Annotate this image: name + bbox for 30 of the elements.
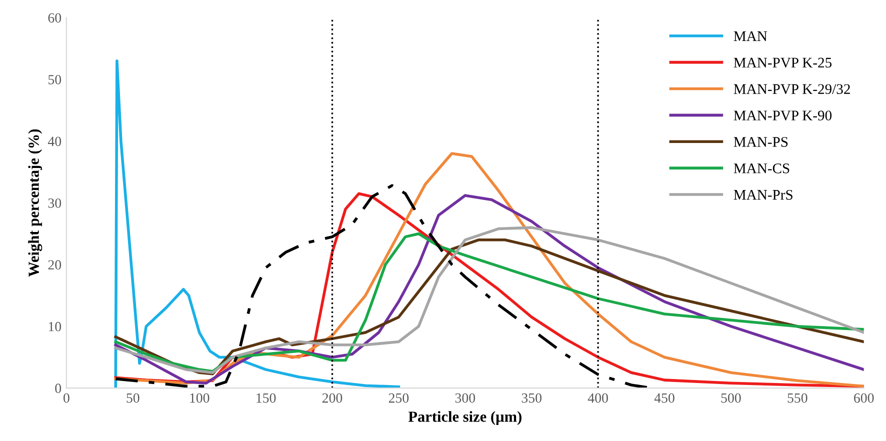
x-tick-label: 0 bbox=[64, 393, 70, 403]
line-series bbox=[114, 59, 400, 388]
x-tick-label: 500 bbox=[721, 393, 741, 403]
legend-label: MAN-PVP K-90 bbox=[734, 110, 832, 121]
y-tick-label: 10 bbox=[48, 322, 62, 332]
x-tick-label: 300 bbox=[455, 393, 476, 403]
y-tick-label: 20 bbox=[48, 260, 62, 270]
x-tick-label: 550 bbox=[788, 393, 808, 403]
x-tick-label: 250 bbox=[388, 393, 409, 403]
x-tick-label: 350 bbox=[522, 393, 542, 403]
y-tick-label: 0 bbox=[55, 384, 62, 394]
y-tick-label: 60 bbox=[48, 13, 62, 23]
x-tick-label: 150 bbox=[256, 393, 276, 403]
legend-label: MAN-PVP K-25 bbox=[734, 58, 832, 68]
legend-label: MAN-PVP K-29/32 bbox=[734, 84, 850, 94]
y-tick-label: 40 bbox=[48, 136, 62, 146]
x-tick-label: 100 bbox=[190, 393, 210, 403]
legend-label: MAN-PrS bbox=[734, 190, 792, 200]
y-tick-label: 30 bbox=[48, 198, 62, 208]
legend-label: MAN bbox=[734, 31, 768, 41]
y-axis-title: Weight percentaje (%) bbox=[28, 129, 42, 277]
x-tick-label: 50 bbox=[126, 393, 140, 403]
x-tick-label: 200 bbox=[322, 393, 342, 403]
x-tick-label: 450 bbox=[654, 393, 674, 403]
legend-label: MAN-PS bbox=[734, 137, 788, 147]
x-tick-label: 400 bbox=[588, 393, 608, 403]
legend-label: MAN-CS bbox=[734, 164, 790, 174]
x-tick-label: 600 bbox=[854, 393, 874, 403]
y-tick-label: 50 bbox=[48, 74, 62, 84]
x-axis-title: Particle size (µm) bbox=[408, 411, 522, 425]
